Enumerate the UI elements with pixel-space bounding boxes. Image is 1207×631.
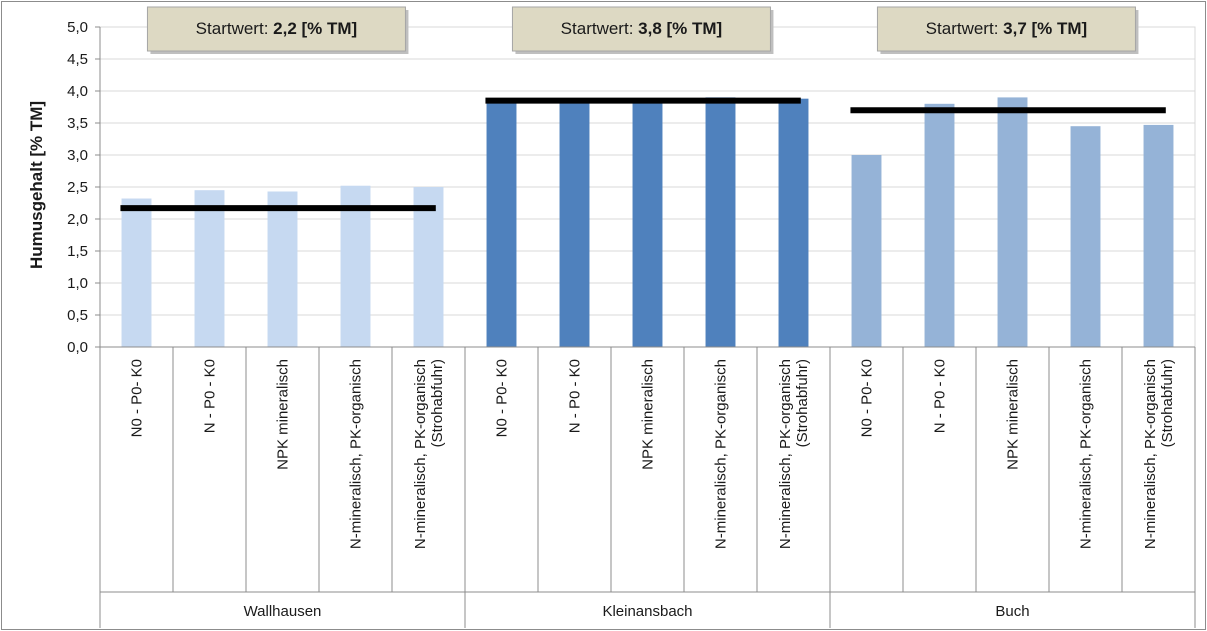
x-tick-label: N-mineralisch, PK-organisch [1078,359,1095,549]
y-tick-label: 0,5 [67,307,88,324]
y-tick-label: 2,5 [67,179,88,196]
x-tick-label: N - P0 - K0 [932,359,949,433]
x-tick-label: NPK mineralisch [640,359,657,470]
start-value-box [146,6,406,52]
x-tick-label: N-mineralisch, PK-organisch(Strohabfuhr) [412,359,446,549]
axes [95,26,1196,628]
x-tick-label: NPK mineralisch [275,359,292,470]
x-tick-label: N - P0 - K0 [202,359,219,433]
x-tick-label: NPK mineralisch [1005,359,1022,470]
x-tick-label: N0 - P0- K0 [859,359,876,437]
bar [1070,126,1101,347]
bar [413,187,444,347]
y-tick-label: 0,0 [67,339,88,356]
bar [559,98,590,348]
bar [486,100,517,347]
bar [997,97,1028,348]
group-label: Kleinansbach [602,603,692,620]
y-tick-label: 1,5 [67,243,88,260]
start-value-text: Startwert: 3,7 [% TM] [926,19,1088,38]
bar [778,98,809,348]
y-tick-label: 1,0 [67,275,88,292]
bars [121,97,1174,348]
x-tick-label: N0 - P0- K0 [494,359,511,437]
y-tick-label: 4,5 [67,51,88,68]
group-label: Wallhausen [244,603,322,620]
start-value-box [511,6,771,52]
start-value-box [876,6,1136,52]
bar [121,198,152,347]
bar [632,99,663,348]
bar [340,185,371,347]
start-value-lines [120,97,1166,212]
start-value-text: Startwert: 2,2 [% TM] [196,19,358,38]
x-tick-label: N-mineralisch, PK-organisch(Strohabfuhr) [777,359,811,549]
x-tick-label: N-mineralisch, PK-organisch [348,359,365,549]
y-tick-label: 5,0 [67,19,88,36]
x-tick-label: N-mineralisch, PK-organisch [713,359,730,549]
bar [1143,124,1174,347]
y-tick-label: 2,0 [67,211,88,228]
x-tick-label: N-mineralisch, PK-organisch(Strohabfuhr) [1142,359,1176,549]
y-tick-label: 3,5 [67,115,88,132]
x-tick-label: N - P0 - K0 [567,359,584,433]
y-tick-label: 3,0 [67,147,88,164]
bar [267,191,298,347]
y-tick-label: 4,0 [67,83,88,100]
start-value-text: Startwert: 3,8 [% TM] [561,19,723,38]
bar [851,155,882,347]
bar [705,97,736,348]
y-axis-title: Humusgehalt [% TM] [27,101,46,269]
bar [924,103,955,347]
x-tick-label: N0 - P0- K0 [129,359,146,437]
bar [194,190,225,347]
labels: 0,0 0,5 1,0 1,5 2,0 2,5 3,0 3,5 4,0 4,5 5,0 N0 - P0… [67,6,1176,620]
group-label: Buch [995,603,1029,620]
